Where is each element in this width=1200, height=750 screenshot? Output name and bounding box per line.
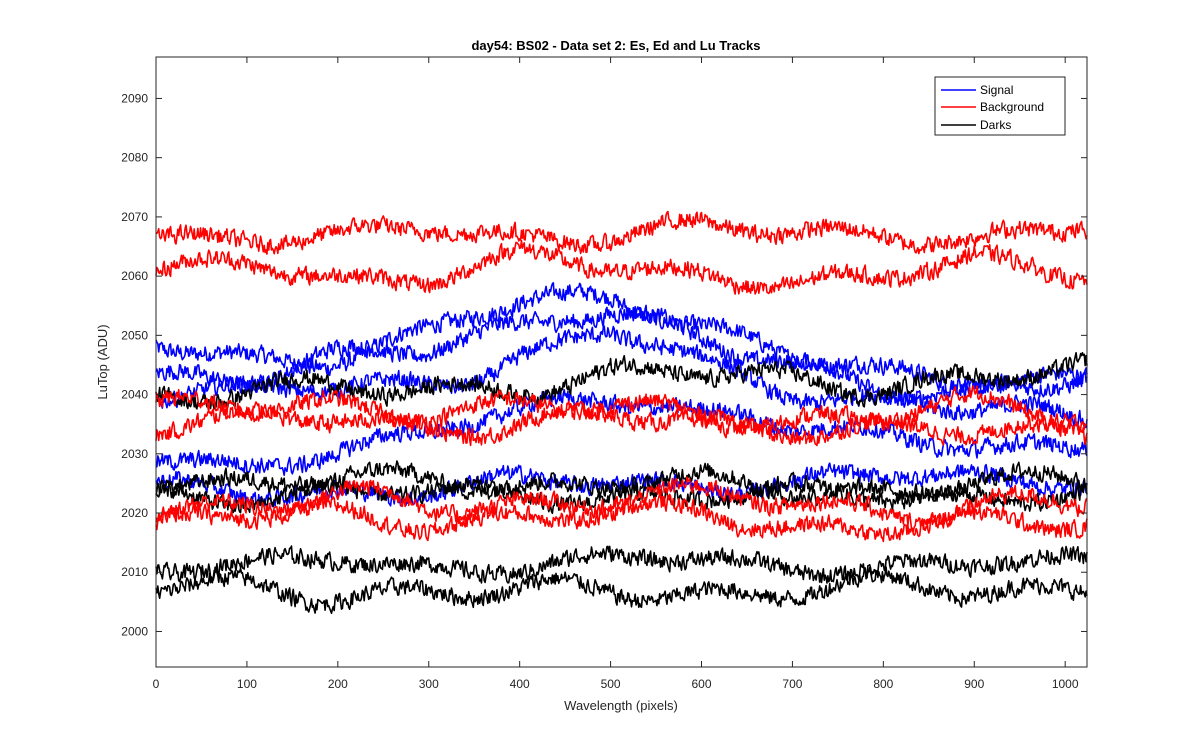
x-axis: 0 100 200 300 400 500 600 700 800 900 1000 [153, 57, 1079, 691]
darks-track-4 [155, 545, 1088, 584]
plot-frame [155, 56, 1088, 668]
legend-label-signal: Signal [980, 83, 1013, 97]
x-tick-label: 500 [601, 677, 621, 691]
legend: Signal Background Darks [934, 76, 1066, 136]
series-background [155, 210, 1088, 543]
y-axis-label: LuTop (ADU) [95, 324, 110, 399]
y-tick-label: 2040 [121, 388, 148, 402]
y-axis: 2000 2010 2020 2030 2040 2050 2060 2070 2080 2090 [121, 91, 1087, 638]
x-tick-label: 0 [153, 677, 160, 691]
series-darks [155, 351, 1088, 615]
darks-track-3 [155, 471, 1088, 515]
tracks-layer [155, 210, 1088, 615]
signal-track-2 [155, 304, 1088, 408]
y-tick-label: 2050 [121, 328, 148, 342]
y-tick-label: 2060 [121, 269, 148, 283]
signal-track-4 [155, 389, 1088, 477]
chart-title: day54: BS02 - Data set 2: Es, Ed and Lu … [471, 38, 760, 53]
x-tick-label: 900 [964, 677, 984, 691]
y-tick-label: 2070 [121, 210, 148, 224]
darks-track-2 [155, 460, 1088, 507]
x-tick-label: 100 [237, 677, 257, 691]
x-tick-label: 200 [328, 677, 348, 691]
y-tick-label: 2030 [121, 447, 148, 461]
background-track-4 [155, 400, 1088, 447]
x-tick-label: 600 [691, 677, 711, 691]
darks-track-1 [155, 351, 1088, 410]
x-axis-label: Wavelength (pixels) [564, 698, 678, 713]
legend-box [934, 76, 1066, 136]
x-tick-label: 1000 [1052, 677, 1079, 691]
x-tick-label: 300 [419, 677, 439, 691]
background-track-2 [155, 239, 1088, 295]
x-tick-label: 400 [510, 677, 530, 691]
y-tick-label: 2090 [121, 91, 148, 105]
x-tick-label: 800 [873, 677, 893, 691]
background-track-6 [155, 493, 1088, 543]
background-track-3 [155, 385, 1088, 439]
legend-label-darks: Darks [980, 118, 1011, 132]
background-track-1 [155, 210, 1088, 255]
legend-label-background: Background [980, 100, 1044, 114]
y-tick-label: 2000 [121, 624, 148, 638]
darks-track-5 [155, 566, 1088, 615]
x-tick-label: 700 [782, 677, 802, 691]
y-tick-label: 2020 [121, 506, 148, 520]
y-tick-label: 2010 [121, 565, 148, 579]
y-tick-label: 2080 [121, 151, 148, 165]
